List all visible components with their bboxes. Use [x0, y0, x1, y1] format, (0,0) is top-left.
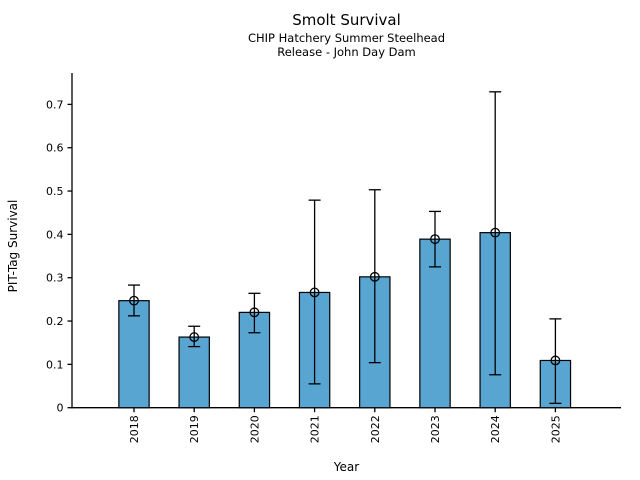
point-marker-2024 — [490, 227, 501, 238]
y-tick-label-0.4: 0.4 — [46, 228, 64, 241]
bar-2019 — [178, 336, 210, 409]
point-marker-2019 — [189, 332, 200, 343]
point-marker-2020 — [249, 307, 260, 318]
y-tick-label-0.5: 0.5 — [46, 185, 64, 198]
point-marker-2025 — [550, 355, 561, 366]
x-tick-label-2022: 2022 — [369, 415, 382, 443]
y-tick-label-0.6: 0.6 — [46, 142, 64, 155]
chart-title: Smolt Survival — [292, 11, 401, 29]
x-axis-label: Year — [333, 460, 360, 474]
y-tick-label-0.2: 0.2 — [46, 315, 64, 328]
x-tick-label-2025: 2025 — [549, 415, 562, 443]
x-tick-label-2021: 2021 — [309, 415, 322, 443]
x-tick-label-2020: 2020 — [248, 415, 261, 443]
y-tick-label-0.3: 0.3 — [46, 272, 64, 285]
chart-subtitle-line2: Release - John Day Dam — [277, 45, 416, 59]
bar-2018 — [118, 300, 150, 409]
x-tick-label-2024: 2024 — [489, 415, 502, 443]
x-tick-label-2019: 2019 — [188, 415, 201, 443]
point-marker-2021 — [309, 287, 320, 298]
point-marker-2018 — [129, 295, 139, 306]
x-tick-label-2023: 2023 — [429, 415, 442, 443]
y-tick-label-0: 0 — [57, 402, 64, 415]
chart-subtitle-line1: CHIP Hatchery Summer Steelhead — [247, 31, 446, 45]
y-tick-label-0.1: 0.1 — [46, 358, 64, 371]
y-tick-label-0.7: 0.7 — [46, 98, 64, 111]
point-marker-2023 — [430, 234, 440, 245]
point-marker-2022 — [369, 271, 380, 282]
x-tick-label-2018: 2018 — [128, 415, 141, 443]
